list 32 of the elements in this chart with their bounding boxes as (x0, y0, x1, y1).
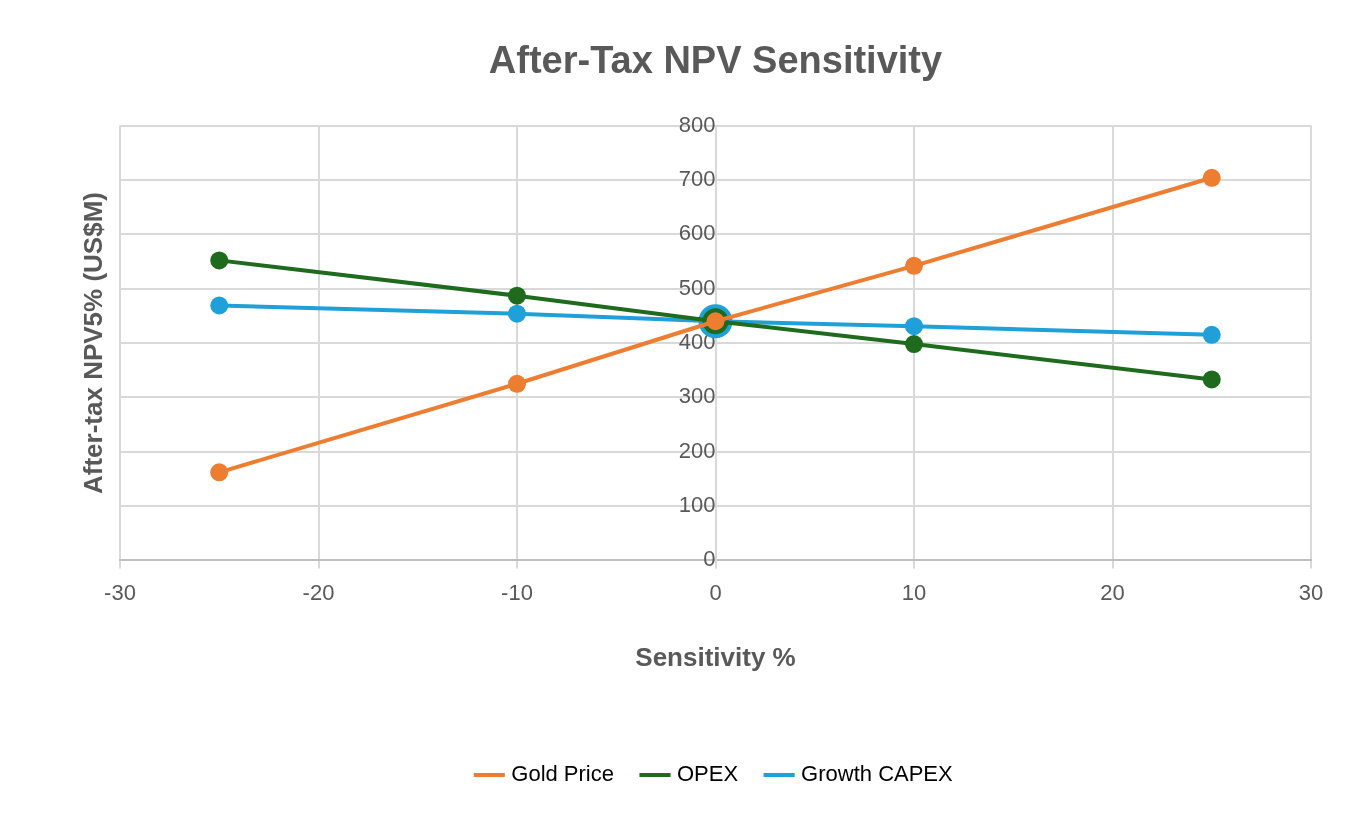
y-tick-label: 300 (678, 383, 716, 409)
legend-label: Growth CAPEX (801, 761, 954, 787)
point (1202, 370, 1221, 389)
y-tick-label: 0 (703, 546, 716, 572)
x-tick-label: -10 (501, 579, 533, 605)
point (905, 317, 923, 336)
y-axis-title: After-tax NPV5% (US$M) (78, 192, 109, 494)
point (508, 286, 526, 305)
y-tick-label: 600 (678, 220, 716, 246)
point (1202, 325, 1221, 344)
point (210, 463, 229, 482)
y-tick-label: 700 (678, 166, 716, 192)
x-axis-title: Sensitivity % (635, 641, 796, 672)
legend-label: Gold Price (511, 761, 614, 787)
x-tick-label: -30 (104, 579, 136, 605)
y-tick-label: 200 (678, 437, 716, 463)
chart-title: After-Tax NPV Sensitivity (488, 39, 943, 82)
legend-label: OPEX (676, 761, 739, 787)
x-tick-label: -20 (302, 579, 335, 605)
point (508, 374, 526, 393)
y-tick-label: 800 (678, 111, 716, 137)
x-tick-label: 10 (901, 579, 927, 605)
point (905, 256, 923, 275)
point (210, 251, 229, 270)
y-tick-label: 500 (678, 274, 716, 300)
x-tick-label: 30 (1298, 579, 1324, 605)
point (210, 296, 229, 315)
point (905, 335, 923, 354)
point (508, 304, 526, 323)
point (1202, 168, 1221, 187)
y-tick-label: 100 (678, 492, 716, 518)
x-tick-label: 20 (1100, 579, 1125, 605)
